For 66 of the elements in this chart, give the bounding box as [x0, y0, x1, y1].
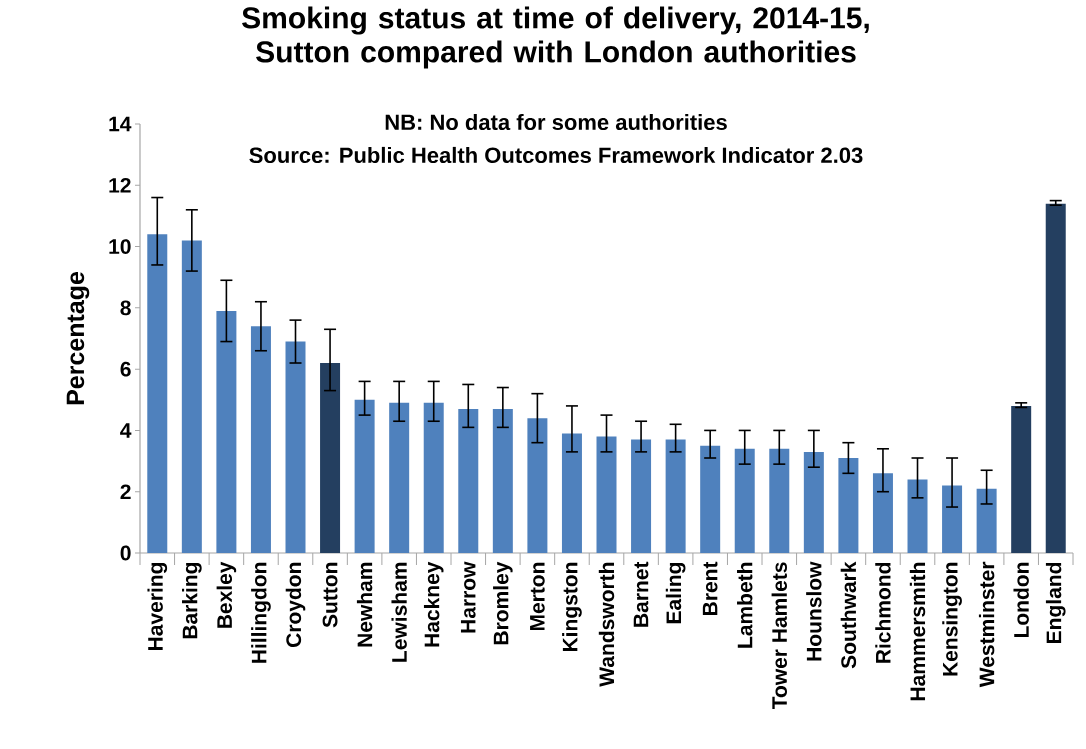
bar: [734, 448, 755, 553]
bar: [250, 326, 271, 553]
bar: [181, 240, 202, 553]
annotation: Source: Public Health Outcomes Framework Indicator 2.03: [249, 146, 863, 164]
x-tick-label: Ealing: [665, 562, 686, 624]
x-tick-label: Barnet: [633, 561, 649, 627]
bar: [1045, 203, 1066, 553]
x-tick-label: Hounslow: [806, 561, 822, 661]
x-tick-label: Wandsworth: [598, 562, 615, 687]
x-tick-label: Croydon: [285, 562, 306, 647]
chart-subtitle: NB: No data for some authorities: [385, 113, 727, 131]
x-tick-label: Kensington: [942, 562, 962, 676]
y-tick-label: 6: [120, 361, 131, 377]
x-tick-label: Tower Hamlets: [771, 562, 787, 710]
bar: [527, 418, 548, 553]
bar: [942, 485, 963, 553]
bar: [147, 234, 168, 553]
bar: [285, 341, 306, 553]
x-tick-label: Lewisham: [391, 562, 407, 662]
y-tick-label: 2: [120, 484, 131, 500]
bar: [423, 402, 444, 553]
y-tick-label: 10: [109, 239, 131, 254]
x-tick-label: Havering: [147, 562, 168, 650]
bar: [354, 399, 375, 553]
bar: [700, 445, 721, 553]
bar: [872, 473, 893, 553]
x-tick-label: Southwark: [840, 561, 857, 669]
x-tick-label: Barking: [182, 562, 202, 639]
x-tick-label: Newham: [356, 562, 373, 647]
bar: [561, 433, 582, 553]
bar: [976, 488, 997, 553]
x-tick-label: Brent: [702, 561, 718, 615]
y-tick-label: 14: [109, 116, 132, 132]
x-tick-label: London: [1013, 562, 1029, 638]
y-axis-title: Percentage: [66, 271, 90, 405]
x-tick-label: Sutton: [322, 562, 338, 628]
bar: [838, 458, 859, 553]
chart-title: Smoking status at time of delivery, 2014-15, Sutton compared with London authorities: [242, 6, 869, 69]
x-tick-label: England: [1045, 562, 1066, 643]
bar: [803, 451, 824, 553]
y-tick-label: 0: [120, 545, 131, 561]
x-tick-label: Bexley: [216, 561, 237, 628]
bar: [320, 363, 341, 553]
x-tick-label: Hackney: [423, 561, 444, 647]
bar: [1011, 405, 1032, 553]
bar: [907, 479, 928, 553]
x-tick-label: Merton: [530, 562, 545, 631]
x-tick-label: Hammersmith: [909, 562, 926, 701]
bar: [596, 436, 617, 553]
y-tick-label: 12: [109, 177, 131, 193]
bar: [458, 408, 479, 553]
x-tick-label: Kingston: [562, 562, 582, 652]
y-tick-label: 8: [120, 300, 131, 316]
y-tick-label: 4: [120, 423, 132, 438]
bar: [665, 439, 686, 553]
x-tick-label: Harrow: [460, 561, 476, 633]
bar: [492, 408, 513, 553]
x-tick-label: Westminster: [978, 561, 995, 688]
x-tick-label: Richmond: [875, 562, 891, 663]
bar: [769, 448, 790, 553]
x-tick-label: Lambeth: [737, 562, 753, 648]
bar: [216, 310, 237, 553]
x-tick-label: Hillingdon: [251, 562, 271, 663]
x-tick-label: Bromley: [493, 561, 513, 645]
bar: [389, 402, 410, 553]
bar: [631, 439, 652, 553]
